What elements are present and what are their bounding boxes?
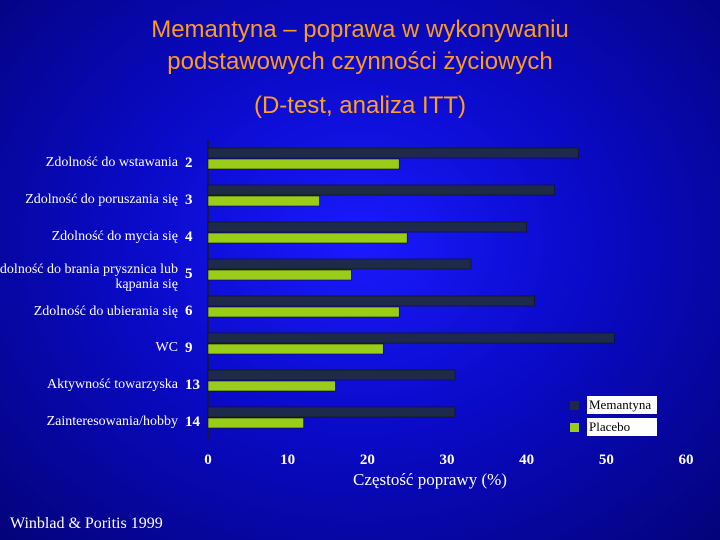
category-label: Zainteresowania/hobby	[46, 414, 178, 429]
chart-title-line-1: Memantyna – poprawa w wykonywaniu	[151, 16, 569, 43]
x-tick-label: 60	[678, 452, 694, 468]
legend-label-memantyna: Memantyna	[587, 396, 657, 414]
legend-label-placebo: Placebo	[587, 418, 657, 436]
bar-memantyna-13	[207, 369, 456, 381]
bar-placebo-3	[207, 195, 320, 207]
x-tick-label: 50	[598, 452, 614, 468]
bar-memantyna-14	[207, 406, 456, 418]
bar-memantyna-3	[207, 184, 555, 196]
legend-swatch-placebo	[570, 423, 579, 432]
bar-placebo-14	[207, 417, 304, 429]
x-axis-label: Częstość poprawy (%)	[353, 470, 507, 489]
category-number: 2	[185, 155, 193, 171]
x-tick-label: 0	[204, 452, 212, 468]
x-tick-label: 30	[439, 452, 455, 468]
bar-placebo-13	[207, 380, 336, 392]
category-number: 4	[185, 229, 193, 245]
x-tick-label: 10	[280, 452, 296, 468]
chart-title-line-2: podstawowych czynności życiowych	[167, 48, 553, 75]
source-citation: Winblad & Poritis 1999	[10, 515, 163, 532]
category-number: 9	[185, 340, 193, 356]
category-label: Zdolność do ubierania się	[33, 304, 178, 319]
category-number: 3	[185, 192, 193, 208]
bar-memantyna-4	[207, 221, 527, 233]
legend-swatch-memantyna	[570, 401, 579, 410]
bar-memantyna-9	[207, 332, 615, 344]
category-number: 14	[185, 414, 200, 430]
category-label: WC	[155, 340, 178, 355]
bar-placebo-4	[207, 232, 408, 244]
bar-placebo-5	[207, 269, 352, 281]
chart-subtitle: (D-test, analiza ITT)	[253, 92, 467, 119]
category-label: Zdolność do brania prysznica lub kąpania…	[0, 262, 178, 292]
x-tick-label: 20	[359, 452, 375, 468]
category-label: Zdolność do wstawania	[45, 155, 178, 170]
category-number: 5	[185, 266, 193, 282]
category-label: Zdolność do mycia się	[51, 229, 178, 244]
bar-placebo-6	[207, 306, 400, 318]
bar-memantyna-6	[207, 295, 535, 307]
category-label: Aktywność towarzyska	[46, 377, 178, 392]
bar-memantyna-2	[207, 147, 579, 159]
category-number: 6	[185, 303, 193, 319]
x-tick-label: 40	[519, 452, 535, 468]
category-label: Zdolność do poruszania się	[25, 192, 178, 207]
category-number: 13	[185, 377, 200, 393]
bar-placebo-2	[207, 158, 400, 170]
bar-memantyna-5	[207, 258, 472, 270]
bar-placebo-9	[207, 343, 384, 355]
